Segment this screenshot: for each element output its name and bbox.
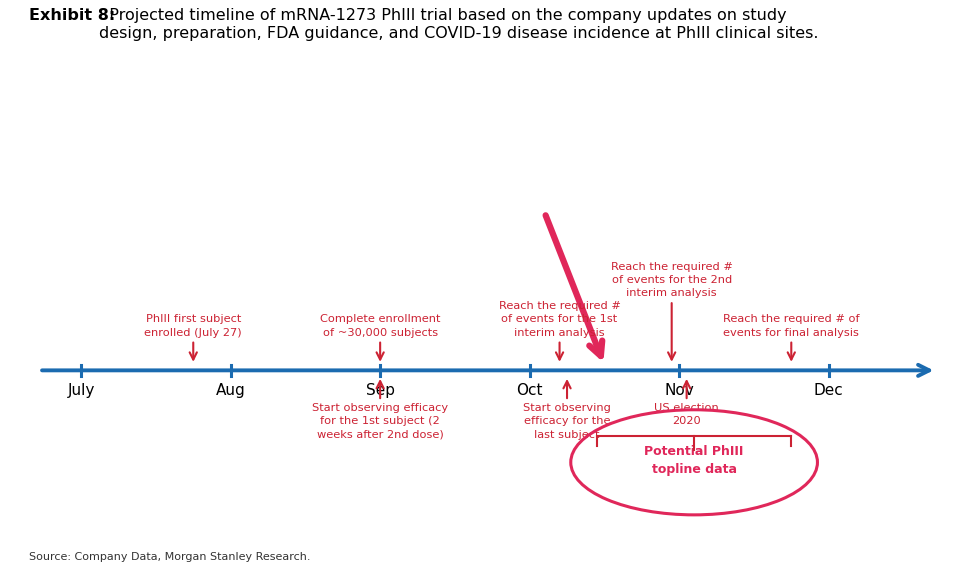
Text: Start observing
efficacy for the
last subject: Start observing efficacy for the last su… (523, 403, 611, 440)
Text: Sep: Sep (366, 383, 395, 398)
Text: Dec: Dec (814, 383, 844, 398)
Text: Complete enrollment
of ~30,000 subjects: Complete enrollment of ~30,000 subjects (320, 314, 441, 337)
Text: US election
2020: US election 2020 (655, 403, 719, 427)
Text: Source: Company Data, Morgan Stanley Research.: Source: Company Data, Morgan Stanley Res… (29, 552, 310, 562)
Text: Reach the required #
of events for the 1st
interim analysis: Reach the required # of events for the 1… (498, 301, 620, 337)
Text: Reach the required #
of events for the 2nd
interim analysis: Reach the required # of events for the 2… (611, 262, 732, 298)
Text: Reach the required # of
events for final analysis: Reach the required # of events for final… (723, 314, 859, 337)
Text: Oct: Oct (516, 383, 543, 398)
Text: PhIII first subject
enrolled (July 27): PhIII first subject enrolled (July 27) (144, 314, 242, 337)
Text: Projected timeline of mRNA-1273 PhIII trial based on the company updates on stud: Projected timeline of mRNA-1273 PhIII tr… (99, 8, 818, 41)
Text: Exhibit 8:: Exhibit 8: (29, 8, 115, 24)
Text: Aug: Aug (216, 383, 246, 398)
Text: Potential PhIII
topline data: Potential PhIII topline data (644, 445, 744, 476)
Text: Start observing efficacy
for the 1st subject (2
weeks after 2nd dose): Start observing efficacy for the 1st sub… (312, 403, 448, 440)
Text: July: July (67, 383, 95, 398)
Text: Nov: Nov (664, 383, 694, 398)
